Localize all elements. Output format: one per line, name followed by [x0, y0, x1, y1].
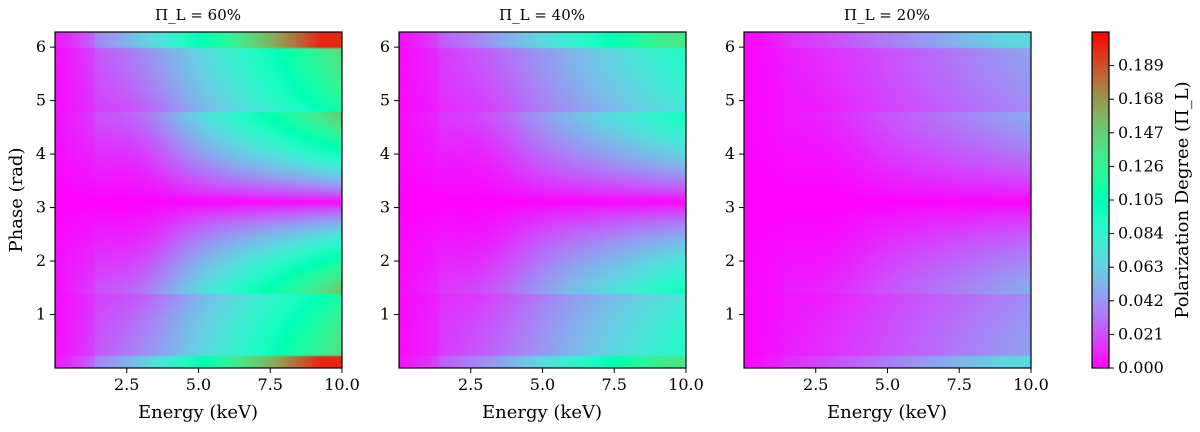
x-axis: 2.5 5.0 7.5 10.0 — [114, 368, 360, 394]
colorbar-ticks: 0.000 0.021 0.042 0.063 0.084 0.105 0.126 0.147… — [1109, 56, 1164, 377]
y-axis: 1 2 3 4 5 6 — [725, 37, 744, 324]
y-tick-label: 5 — [380, 91, 390, 110]
x-tick-label: 7.5 — [947, 375, 972, 394]
y-tick-label: 3 — [725, 198, 735, 217]
y-tick-label: 6 — [725, 37, 735, 56]
x-tick-label: 5.0 — [530, 375, 555, 394]
panel-pi-60: Π_L = 60% 2.5 5.0 7.5 10.0 1 2 3 4 5 6 Energy (k… — [6, 6, 360, 423]
panel-title: Π_L = 40% — [499, 6, 585, 24]
colorbar-tick-label: 0.042 — [1118, 291, 1164, 310]
y-tick-label: 5 — [725, 91, 735, 110]
colorbar-label: Polarization Degree (Π_L) — [1172, 81, 1193, 318]
x-axis-label: Energy (keV) — [482, 402, 602, 423]
y-tick-label: 3 — [36, 198, 46, 217]
colorbar-tick-label: 0.189 — [1118, 56, 1164, 75]
heatmap-image — [744, 32, 1031, 368]
colorbar-tick-label: 0.084 — [1118, 224, 1164, 243]
y-tick-label: 4 — [725, 144, 735, 163]
y-tick-label: 6 — [36, 37, 46, 56]
x-tick-label: 2.5 — [803, 375, 828, 394]
y-tick-label: 2 — [380, 251, 390, 270]
colorbar-tick-label: 0.126 — [1118, 156, 1164, 175]
colorbar-tick-label: 0.168 — [1118, 89, 1164, 108]
x-tick-label: 7.5 — [258, 375, 283, 394]
panel-pi-40: Π_L = 40% 2.5 5.0 7.5 10.0 1 2 3 4 5 6 Energy (k… — [380, 6, 704, 423]
panel-pi-20: Π_L = 20% 2.5 5.0 7.5 10.0 1 2 3 4 5 6 Energy (k… — [725, 6, 1049, 423]
y-tick-label: 1 — [725, 305, 735, 324]
y-axis: 1 2 3 4 5 6 — [380, 37, 399, 324]
y-tick-label: 1 — [36, 305, 46, 324]
x-axis: 2.5 5.0 7.5 10.0 — [803, 368, 1049, 394]
y-tick-label: 1 — [380, 305, 390, 324]
colorbar-tick-label: 0.147 — [1118, 123, 1164, 142]
y-tick-label: 4 — [380, 144, 390, 163]
colorbar-tick-label: 0.021 — [1118, 324, 1164, 343]
heatmap-image — [55, 32, 342, 368]
y-axis: 1 2 3 4 5 6 — [36, 37, 55, 324]
colorbar-gradient — [1092, 32, 1109, 368]
colorbar-tick-label: 0.105 — [1118, 190, 1164, 209]
x-tick-label: 10.0 — [668, 375, 704, 394]
y-tick-label: 4 — [36, 144, 46, 163]
x-axis: 2.5 5.0 7.5 10.0 — [458, 368, 704, 394]
y-tick-label: 2 — [725, 251, 735, 270]
colorbar-tick-label: 0.000 — [1118, 358, 1164, 377]
y-tick-label: 5 — [36, 91, 46, 110]
x-axis-label: Energy (keV) — [827, 402, 947, 423]
x-tick-label: 7.5 — [602, 375, 627, 394]
y-axis-label: Phase (rad) — [6, 148, 27, 253]
x-axis-label: Energy (keV) — [138, 402, 258, 423]
y-tick-label: 3 — [380, 198, 390, 217]
panel-title: Π_L = 20% — [844, 6, 930, 24]
x-tick-label: 10.0 — [324, 375, 360, 394]
panel-title: Π_L = 60% — [155, 6, 241, 24]
x-tick-label: 2.5 — [458, 375, 483, 394]
y-tick-label: 6 — [380, 37, 390, 56]
colorbar-tick-label: 0.063 — [1118, 257, 1164, 276]
x-tick-label: 2.5 — [114, 375, 139, 394]
colorbar: 0.000 0.021 0.042 0.063 0.084 0.105 0.126 0.147… — [1091, 31, 1193, 377]
x-tick-label: 5.0 — [186, 375, 211, 394]
x-tick-label: 5.0 — [875, 375, 900, 394]
heatmap-image — [399, 32, 686, 368]
y-tick-label: 2 — [36, 251, 46, 270]
x-tick-label: 10.0 — [1013, 375, 1049, 394]
